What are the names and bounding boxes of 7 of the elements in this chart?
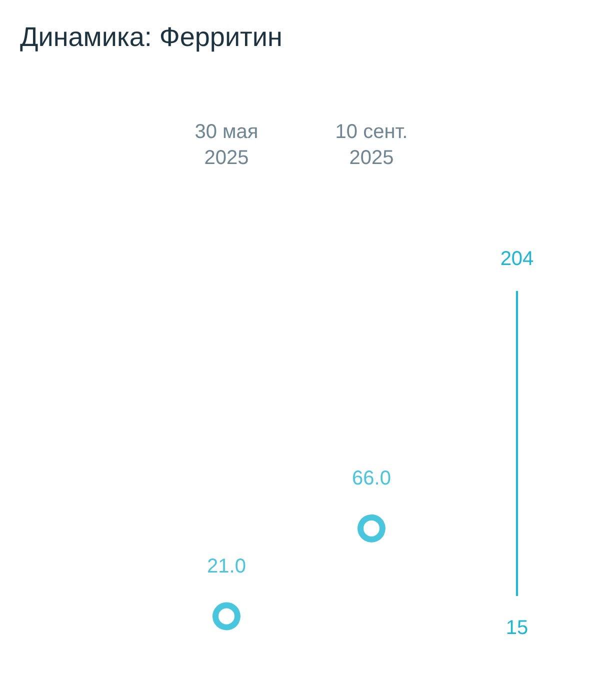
data-label: 66.0 <box>352 467 391 490</box>
x-tick-label: 30 мая 2025 <box>194 121 258 169</box>
chart-title: Динамика: Ферритин <box>20 22 282 53</box>
y-tick-label: 204 <box>500 248 534 270</box>
x-tick-label: 10 сент. 2025 <box>335 121 408 169</box>
data-label: 21.0 <box>207 555 246 578</box>
y-tick-label: 15 <box>506 617 528 639</box>
